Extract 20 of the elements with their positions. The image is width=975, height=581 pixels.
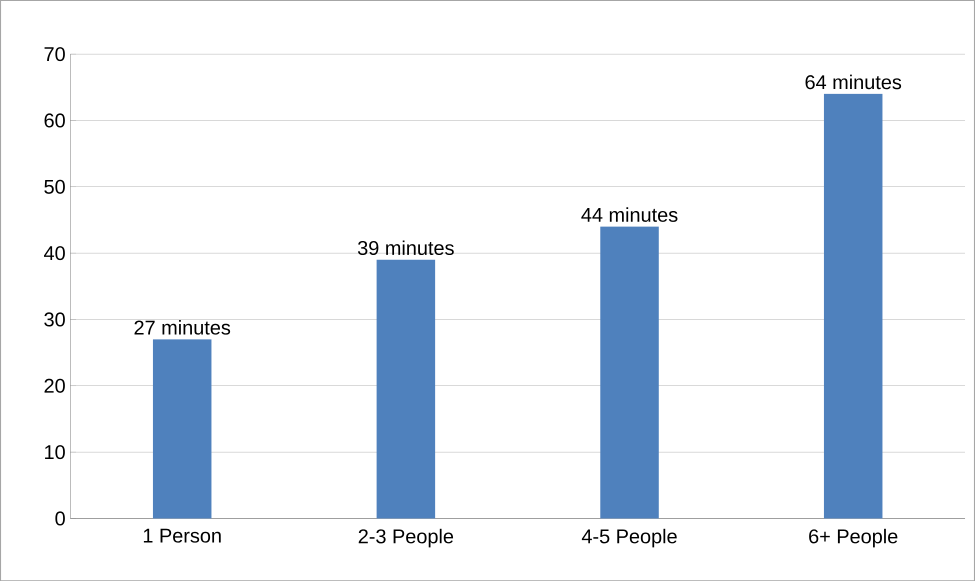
- x-tick-label: 2-3 People: [358, 528, 454, 548]
- bar: [600, 226, 659, 518]
- x-tick-label: 1 Person: [144, 528, 221, 543]
- bar: [824, 94, 882, 518]
- y-tick-label: 10: [45, 444, 65, 460]
- data-label: 44 minutes: [581, 207, 678, 222]
- bar: [152, 339, 212, 518]
- y-tick-label: 60: [44, 113, 65, 128]
- data-label: 39 minutes: [358, 240, 454, 255]
- data-label: 64 minutes: [806, 74, 902, 90]
- bar: [376, 260, 436, 518]
- data-label: 27 minutes: [134, 320, 230, 335]
- y-tick-label: 0: [55, 511, 65, 526]
- y-tick-label: 50: [44, 180, 65, 194]
- x-tick-label: 6+ People: [809, 528, 898, 548]
- y-tick-label: 30: [44, 312, 65, 326]
- y-tick-label: 70: [44, 46, 65, 62]
- y-tick-label: 40: [44, 246, 65, 260]
- y-tick-label: 20: [44, 378, 65, 393]
- x-tick-label: 4-5 People: [582, 528, 677, 548]
